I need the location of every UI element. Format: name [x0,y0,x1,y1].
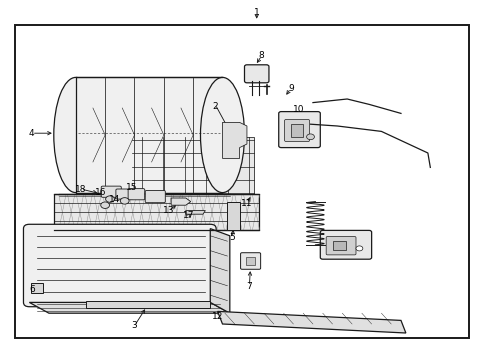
FancyBboxPatch shape [76,77,222,193]
Circle shape [120,198,129,204]
FancyBboxPatch shape [128,189,144,200]
FancyBboxPatch shape [23,224,216,307]
Polygon shape [185,211,205,214]
Text: 4: 4 [29,129,35,138]
Text: 8: 8 [258,51,264,60]
Bar [227,202,239,230]
FancyBboxPatch shape [54,194,259,230]
Circle shape [105,196,114,202]
Circle shape [355,246,362,251]
Polygon shape [222,122,246,158]
FancyBboxPatch shape [116,189,133,199]
FancyBboxPatch shape [240,253,260,269]
Bar [31,283,43,293]
Polygon shape [210,229,229,313]
Text: 11: 11 [241,199,252,208]
FancyBboxPatch shape [325,237,355,255]
Text: 16: 16 [94,188,106,197]
Bar [15,25,468,338]
Ellipse shape [200,77,244,193]
Polygon shape [29,302,229,313]
Text: 2: 2 [212,102,218,111]
Bar [85,301,210,308]
Polygon shape [217,311,405,333]
Text: 5: 5 [229,233,235,242]
Text: 6: 6 [29,285,35,294]
Text: 12: 12 [211,312,223,321]
Circle shape [101,202,109,208]
Text: 15: 15 [126,183,138,192]
FancyBboxPatch shape [320,230,371,259]
Text: 17: 17 [182,211,194,220]
Text: 7: 7 [246,282,252,291]
Bar [132,137,254,200]
Bar [245,257,254,265]
Text: 1: 1 [253,8,259,17]
FancyBboxPatch shape [244,65,268,83]
Text: 13: 13 [163,206,174,215]
Text: 18: 18 [75,184,86,194]
Polygon shape [171,198,190,205]
FancyBboxPatch shape [145,190,165,203]
Text: 14: 14 [109,195,121,204]
Text: 10: 10 [292,105,304,114]
FancyBboxPatch shape [284,120,309,141]
Bar [290,124,303,137]
FancyBboxPatch shape [101,186,121,197]
Text: 9: 9 [287,84,293,93]
FancyBboxPatch shape [278,112,320,148]
Circle shape [306,134,314,140]
Ellipse shape [54,77,98,193]
Bar [332,241,346,250]
Text: 3: 3 [131,321,137,330]
